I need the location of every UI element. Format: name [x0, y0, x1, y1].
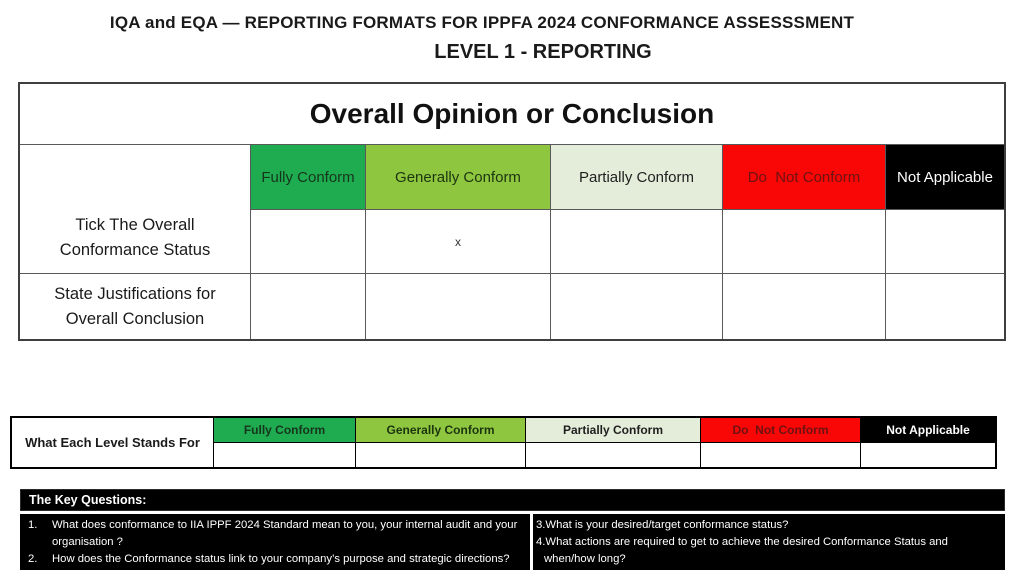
justification-cell-fully-conform[interactable]: [250, 273, 365, 339]
legend-cell-do-not-conform[interactable]: [700, 443, 860, 467]
question-3: 3.What is your desired/target conformanc…: [533, 517, 1005, 534]
question-4-number: 4.: [536, 536, 546, 548]
question-2-number: 2.: [28, 553, 38, 565]
table-title: Overall Opinion or Conclusion: [20, 84, 1004, 145]
legend-cell-fully-conform[interactable]: [213, 443, 355, 467]
legend-header-not-applicable: Not Applicable: [860, 418, 995, 443]
page-subtitle: LEVEL 1 - REPORTING: [434, 41, 652, 63]
row-label-tick-status: Tick The Overall Conformance Status: [59, 216, 211, 259]
justification-cell-generally-conform[interactable]: [365, 273, 550, 339]
legend-cell-not-applicable[interactable]: [860, 443, 995, 467]
row-label-justifications: State Justifications for Overall Conclus…: [20, 273, 250, 339]
justification-cell-do-not-conform[interactable]: [722, 273, 885, 339]
page-title: IQA and EQA — REPORTING FORMATS FOR IPPF…: [109, 13, 855, 32]
tick-cell-not-applicable[interactable]: [885, 210, 1004, 273]
key-questions-body: 1. What does conformance to IIA IPPF 202…: [20, 514, 1005, 570]
legend-header-partially-conform: Partially Conform: [525, 418, 700, 443]
legend-header-fully-conform: Fully Conform: [213, 418, 355, 443]
question-1-text: What does conformance to IIA IPPF 2024 S…: [52, 519, 518, 548]
legend-cell-partially-conform[interactable]: [525, 443, 700, 467]
key-questions-header: The Key Questions:: [20, 489, 1005, 511]
legend-cell-generally-conform[interactable]: [355, 443, 525, 467]
column-header-fully-conform: Fully Conform: [250, 145, 365, 210]
question-2: 2. How does the Conformance status link …: [20, 551, 530, 568]
tick-cell-generally-conform[interactable]: x: [365, 210, 550, 273]
tick-cell-fully-conform[interactable]: [250, 210, 365, 273]
column-header-partially-conform: Partially Conform: [550, 145, 722, 210]
overall-opinion-table: Overall Opinion or Conclusion Tick The O…: [18, 82, 1006, 341]
question-1: 1. What does conformance to IIA IPPF 202…: [20, 517, 530, 551]
question-2-text: How does the Conformance status link to …: [52, 553, 510, 565]
question-4: 4.What actions are required to get to ac…: [533, 534, 1005, 568]
column-header-do-not-conform: Do Not Conform: [722, 145, 885, 210]
key-questions-left-column: 1. What does conformance to IIA IPPF 202…: [20, 514, 530, 570]
key-questions-right-column: 3.What is your desired/target conformanc…: [533, 514, 1005, 570]
tick-cell-partially-conform[interactable]: [550, 210, 722, 273]
question-4-text: What actions are required to get to achi…: [544, 536, 948, 565]
level-legend-table: What Each Level Stands For Fully Conform…: [10, 416, 997, 469]
question-1-number: 1.: [28, 519, 38, 531]
column-header-generally-conform: Generally Conform: [365, 145, 550, 210]
justification-cell-partially-conform[interactable]: [550, 273, 722, 339]
legend-header-generally-conform: Generally Conform: [355, 418, 525, 443]
question-3-number: 3.: [536, 519, 546, 531]
legend-header-do-not-conform: Do Not Conform: [700, 418, 860, 443]
column-header-not-applicable: Not Applicable: [885, 145, 1004, 210]
question-3-text: What is your desired/target conformance …: [545, 519, 789, 531]
tick-cell-do-not-conform[interactable]: [722, 210, 885, 273]
legend-row-label: What Each Level Stands For: [25, 435, 200, 450]
justification-cell-not-applicable[interactable]: [885, 273, 1004, 339]
